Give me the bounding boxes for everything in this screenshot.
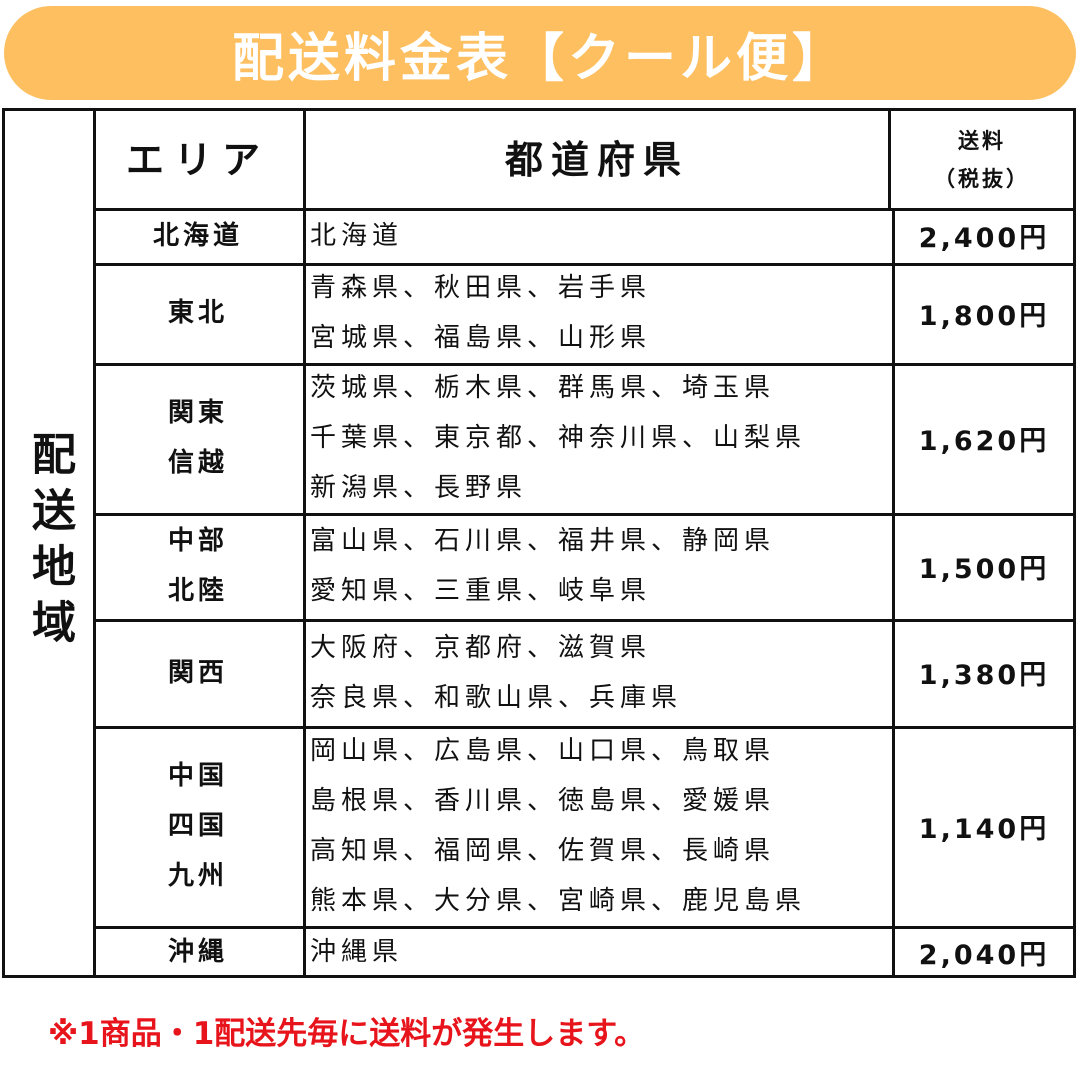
- prefecture-cell: 茨城県、栃木県、群馬県、埼玉県千葉県、東京都、神奈川県、山梨県 新潟県、長野県: [306, 363, 895, 513]
- prefecture-line: 青森県、秋田県、岩手県: [310, 273, 652, 303]
- table-row: 関西 大阪府、京都府、滋賀県 奈良県、和歌山県、兵庫県 1,380円: [93, 619, 1073, 729]
- table-row: 中部 北陸 富山県、石川県、福井県、静岡県 愛知県、三重県、岐阜県 1,500円: [93, 513, 1073, 622]
- fee-cell: 2,040円: [918, 939, 1050, 971]
- prefecture-line: 北海道: [310, 220, 404, 251]
- area-cell: 沖縄: [93, 926, 306, 978]
- area-cell: 北海道: [93, 208, 306, 263]
- table-header: エリア 都道府県 送料 （税抜）: [93, 111, 1073, 211]
- fee-cell: 1,380円: [918, 660, 1050, 691]
- shipping-fee-table: 配送地域 エリア 都道府県 送料 （税抜） 北海道 北海道 2,400円 東北 …: [2, 108, 1076, 978]
- prefecture-cell: 沖縄県: [306, 926, 895, 978]
- header-fee-tax-note: （税抜）: [934, 166, 1030, 191]
- prefecture-line: 岡山県、広島県、山口県、鳥取県: [310, 736, 776, 766]
- prefecture-cell: 大阪府、京都府、滋賀県 奈良県、和歌山県、兵庫県: [306, 619, 895, 726]
- table-row: 中国 四国 九州 岡山県、広島県、山口県、鳥取県 島根県、香川県、徳島県、愛媛県高…: [93, 726, 1073, 929]
- fee-cell: 1,500円: [918, 553, 1050, 585]
- side-label: 配送地域: [5, 111, 96, 975]
- side-label-text: 配送地域: [24, 431, 75, 655]
- prefecture-cell: 北海道: [306, 208, 895, 263]
- header-prefecture: 都道府県: [306, 111, 891, 208]
- prefecture-line: 奈良県、和歌山県、兵庫県: [310, 682, 683, 713]
- header-fee: 送料 （税抜）: [891, 111, 1073, 208]
- footnote: ※1商品・1配送先毎に送料が発生します。: [48, 1016, 646, 1052]
- prefecture-line: 富山県、石川県、福井県、静岡県: [310, 526, 776, 556]
- prefecture-line: 愛知県、三重県、岐阜県: [310, 576, 652, 606]
- table-row: 北海道 北海道 2,400円: [93, 208, 1073, 266]
- title-banner: 配送料金表【クール便】: [4, 6, 1076, 100]
- area-cell: 中国 四国 九州: [93, 726, 306, 926]
- fee-cell: 1,800円: [918, 300, 1050, 332]
- prefecture-cell: 岡山県、広島県、山口県、鳥取県 島根県、香川県、徳島県、愛媛県 高知県、福岡県、佐賀…: [306, 726, 895, 926]
- header-area: エリア: [93, 111, 306, 208]
- page-title: 配送料金表【クール便】: [231, 28, 848, 89]
- prefecture-line: 熊本県、大分県、宮崎県、鹿児島県: [310, 886, 807, 916]
- header-fee-label: 送料: [958, 128, 1006, 153]
- table-row: 東北 青森県、秋田県、岩手県 宮城県、福島県、山形県 1,800円: [93, 263, 1073, 366]
- fee-cell: 1,620円: [918, 425, 1050, 457]
- prefecture-line: 茨城県、栃木県、群馬県、埼玉県: [310, 373, 776, 403]
- fee-cell: 1,140円: [918, 813, 1050, 845]
- area-cell: 東北: [93, 263, 306, 363]
- prefecture-cell: 富山県、石川県、福井県、静岡県 愛知県、三重県、岐阜県: [306, 513, 895, 619]
- table-row: 関東 信越 茨城県、栃木県、群馬県、埼玉県千葉県、東京都、神奈川県、山梨県 新潟県…: [93, 363, 1073, 516]
- fee-cell: 2,400円: [918, 223, 1050, 254]
- table-row: 沖縄 沖縄県 2,040円: [93, 926, 1073, 978]
- prefecture-line: 島根県、香川県、徳島県、愛媛県: [310, 786, 776, 816]
- area-cell: 中部 北陸: [93, 513, 306, 619]
- prefecture-line: 沖縄県: [310, 937, 404, 967]
- prefecture-line: 新潟県、長野県: [310, 473, 528, 503]
- prefecture-line: 大阪府、京都府、滋賀県: [310, 632, 652, 663]
- area-cell: 関西: [93, 619, 306, 726]
- area-cell: 関東 信越: [93, 363, 306, 513]
- prefecture-line: 宮城県、福島県、山形県: [310, 323, 652, 353]
- prefecture-line: 千葉県、東京都、神奈川県、山梨県: [310, 423, 807, 453]
- prefecture-line: 高知県、福岡県、佐賀県、長崎県: [310, 836, 776, 866]
- prefecture-cell: 青森県、秋田県、岩手県 宮城県、福島県、山形県: [306, 263, 895, 363]
